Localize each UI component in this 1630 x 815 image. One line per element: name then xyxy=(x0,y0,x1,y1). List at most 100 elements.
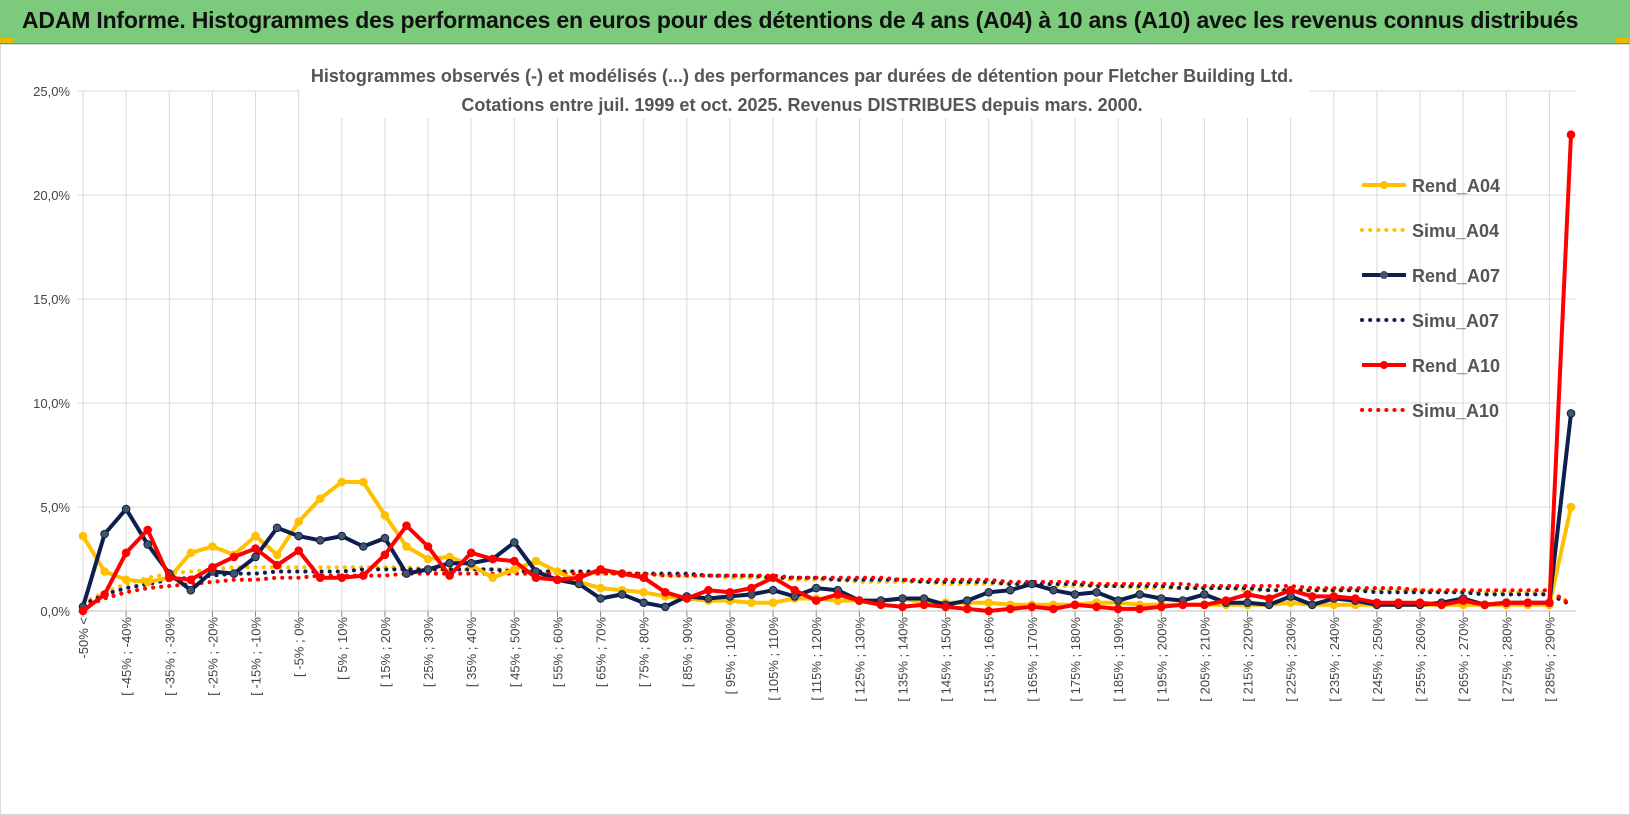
data-point xyxy=(1113,596,1123,605)
x-tick-label: [ 75% ; 80% xyxy=(637,617,652,688)
data-point xyxy=(423,565,433,574)
data-point xyxy=(833,590,843,599)
data-point xyxy=(294,546,304,556)
x-tick-label: [ 215% ; 220% xyxy=(1241,617,1256,702)
data-point xyxy=(531,556,541,566)
data-point xyxy=(402,542,411,551)
grid xyxy=(78,90,1576,617)
data-point xyxy=(1049,604,1058,614)
title-background xyxy=(300,58,1310,118)
data-point xyxy=(1372,598,1382,608)
series-Simu_A10 xyxy=(81,571,1573,609)
data-point xyxy=(1264,594,1274,603)
x-tick-label: [ 105% ; 110% xyxy=(766,617,781,701)
series-line xyxy=(81,567,1573,607)
data-point xyxy=(272,560,282,570)
x-tick-label: [ 85% ; 90% xyxy=(680,617,695,688)
data-point xyxy=(402,521,411,531)
data-point xyxy=(531,573,541,583)
x-tick-label: [ -35% ; -30% xyxy=(162,617,177,696)
data-point xyxy=(941,602,950,612)
data-point xyxy=(768,598,778,608)
data-point xyxy=(359,542,368,551)
data-point xyxy=(1566,130,1576,139)
data-point xyxy=(121,548,131,558)
data-point xyxy=(1286,585,1295,595)
data-point xyxy=(186,548,196,558)
data-point xyxy=(553,575,562,585)
x-tick-label: [ 205% ; 210% xyxy=(1197,617,1212,702)
data-point xyxy=(337,573,347,583)
x-tick-label: [ 155% ; 160% xyxy=(982,617,997,702)
series-group xyxy=(78,130,1576,616)
data-point xyxy=(100,567,109,576)
data-point xyxy=(639,588,649,597)
y-tick-label: 15,0% xyxy=(33,292,70,307)
x-tick-label: [ -15% ; -10% xyxy=(249,617,264,696)
legend-label: Simu_A10 xyxy=(1412,401,1499,421)
data-point xyxy=(962,604,972,614)
y-tick-label: 0,0% xyxy=(40,604,70,619)
data-point xyxy=(1157,602,1166,612)
data-point xyxy=(725,588,735,597)
chart-subtitle: Cotations entre juil. 1999 et oct. 2025.… xyxy=(461,95,1142,115)
data-point xyxy=(962,596,972,605)
data-point xyxy=(208,542,217,551)
x-tick-label: [ 45% ; 50% xyxy=(507,617,522,688)
legend-item-Rend_A07: Rend_A07 xyxy=(1362,266,1500,286)
data-point xyxy=(898,602,907,612)
legend-label: Rend_A04 xyxy=(1412,176,1500,196)
legend-label: Rend_A10 xyxy=(1412,356,1500,376)
data-point xyxy=(1027,579,1037,589)
series-line xyxy=(81,134,1573,613)
data-point xyxy=(423,554,433,564)
data-point xyxy=(445,571,454,580)
data-point xyxy=(1307,592,1317,601)
data-point xyxy=(768,585,778,595)
x-tick-label: [ 125% ; 130% xyxy=(852,617,867,702)
x-tick-label: [ -25% ; -20% xyxy=(205,617,220,696)
data-point xyxy=(1394,598,1403,608)
x-tick-label: [ 175% ; 180% xyxy=(1068,617,1083,702)
x-tick-label: [ 15% ; 20% xyxy=(378,617,393,688)
data-point xyxy=(617,569,627,578)
data-point xyxy=(1351,594,1360,603)
data-point xyxy=(315,536,325,545)
data-point xyxy=(596,583,605,593)
data-point xyxy=(682,594,692,603)
data-point xyxy=(1135,590,1144,599)
data-point xyxy=(1157,594,1166,603)
x-tick-label: [ 185% ; 190% xyxy=(1111,617,1126,702)
legend-marker xyxy=(1380,181,1388,189)
data-point xyxy=(229,552,239,562)
y-tick-label: 25,0% xyxy=(33,84,70,99)
x-tick-label: [ 5% ; 10% xyxy=(335,617,350,680)
x-tick-label: [ 285% ; 290% xyxy=(1542,617,1557,702)
x-tick-label: [ 145% ; 150% xyxy=(939,617,954,702)
x-tick-label: -50% < xyxy=(76,617,91,659)
x-tick-label: [ 225% ; 230% xyxy=(1284,617,1299,702)
y-tick-label: 5,0% xyxy=(40,500,70,515)
data-point xyxy=(510,538,519,547)
data-point xyxy=(143,525,152,535)
legend-label: Simu_A04 xyxy=(1412,221,1499,241)
data-point xyxy=(1006,585,1015,595)
x-tick-label: [ 55% ; 60% xyxy=(550,617,565,688)
data-point xyxy=(596,594,605,603)
legend-marker xyxy=(1380,271,1388,279)
x-tick-label: [ 95% ; 100% xyxy=(723,617,738,695)
data-point xyxy=(811,583,821,593)
data-point xyxy=(1070,590,1080,599)
legend-item-Rend_A10: Rend_A10 xyxy=(1362,356,1500,376)
data-point xyxy=(165,573,174,583)
data-point xyxy=(359,571,368,580)
data-point xyxy=(100,590,109,599)
data-point xyxy=(1092,602,1101,612)
data-point xyxy=(596,565,605,574)
legend-item-Simu_A07: Simu_A07 xyxy=(1360,311,1499,331)
y-tick-label: 10,0% xyxy=(33,396,70,411)
data-point xyxy=(876,600,886,610)
data-point xyxy=(1307,600,1317,610)
data-point xyxy=(1221,596,1231,605)
banner-corner-left xyxy=(0,38,14,43)
